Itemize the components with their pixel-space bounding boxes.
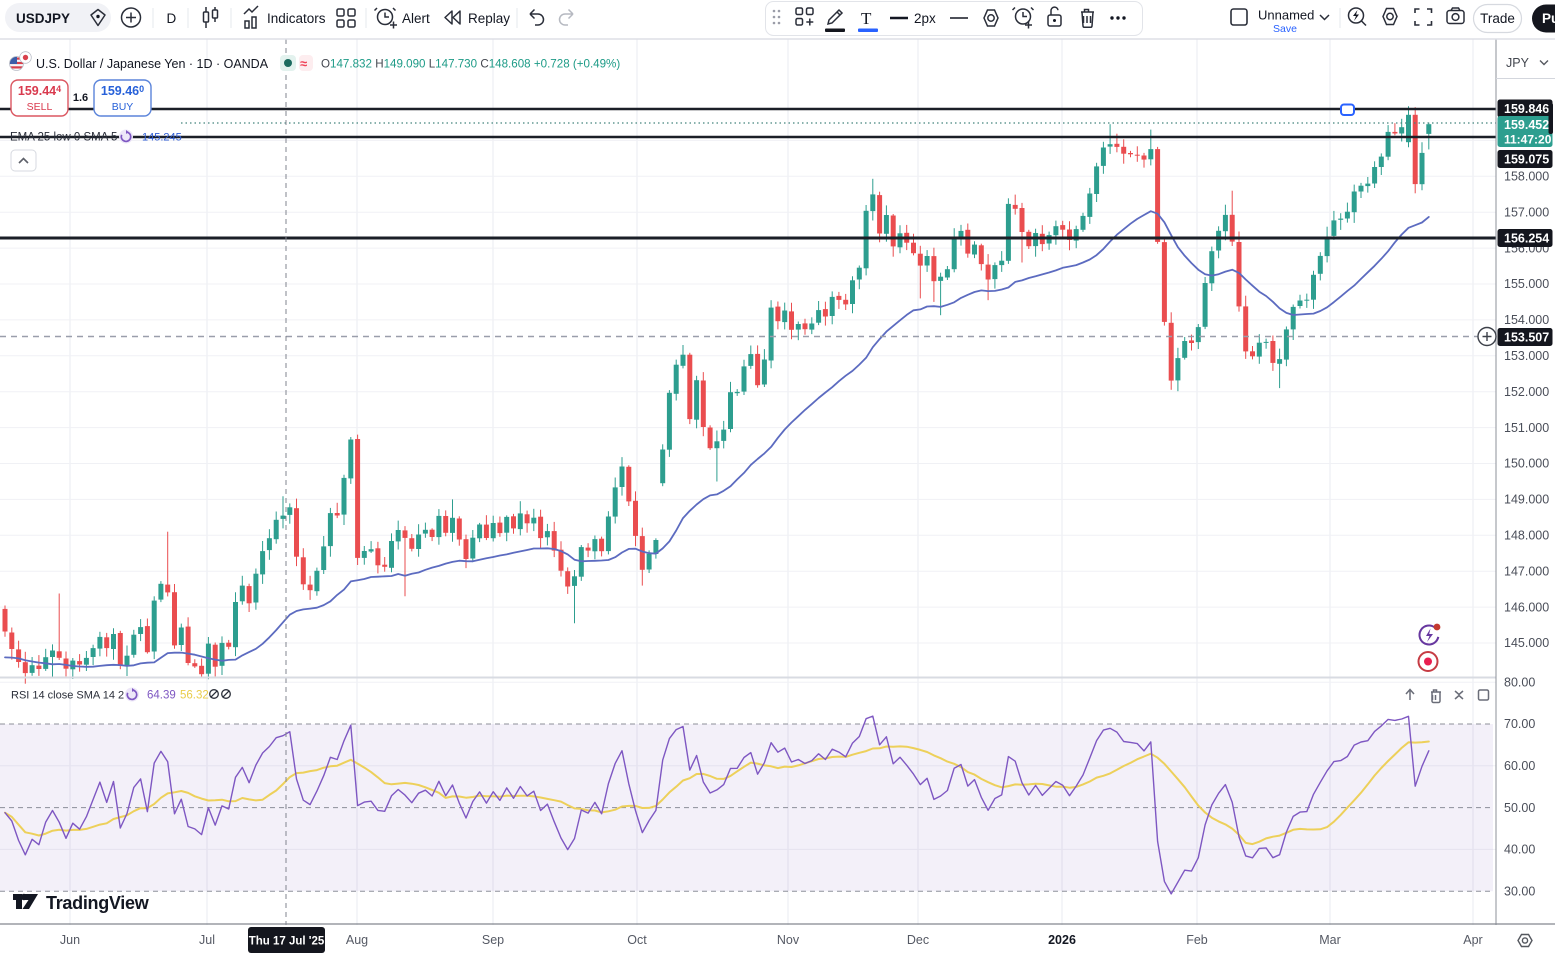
svg-text:1.6: 1.6 [73,92,88,104]
svg-text:158.000: 158.000 [1504,170,1549,184]
svg-text:159.452: 159.452 [1504,118,1549,132]
svg-text:157.000: 157.000 [1504,205,1549,219]
svg-text:Jul: Jul [199,933,215,947]
svg-text:60.00: 60.00 [1504,759,1535,773]
svg-text:150.000: 150.000 [1504,457,1549,471]
svg-text:≈: ≈ [300,56,307,71]
svg-text:Thu 17 Jul '25: Thu 17 Jul '25 [249,936,325,948]
svg-text:153.507: 153.507 [1504,331,1549,345]
svg-text:TradingView: TradingView [46,893,150,913]
svg-text:156.254: 156.254 [1504,232,1549,246]
svg-text:152.000: 152.000 [1504,385,1549,399]
svg-text:EMA 25 low 0 SMA 5: EMA 25 low 0 SMA 5 [10,132,117,144]
svg-text:40.00: 40.00 [1504,843,1535,857]
svg-text:Mar: Mar [1319,933,1341,947]
svg-text:147.000: 147.000 [1504,564,1549,578]
svg-text:155.000: 155.000 [1504,277,1549,291]
svg-text:Pu: Pu [1542,11,1555,26]
svg-text:145.245: 145.245 [142,132,182,144]
svg-text:Jun: Jun [60,933,80,947]
svg-text:SELL: SELL [27,101,53,113]
svg-text:Sep: Sep [482,933,504,947]
svg-text:70.00: 70.00 [1504,717,1535,731]
svg-text:Oct: Oct [627,933,647,947]
svg-text:BUY: BUY [112,101,134,113]
svg-text:11:47:20: 11:47:20 [1504,133,1552,147]
svg-text:Nov: Nov [777,933,800,947]
svg-text:RSI 14 close SMA 14 2: RSI 14 close SMA 14 2 [11,690,124,702]
svg-text:Feb: Feb [1186,933,1208,947]
svg-text:Replay: Replay [468,11,510,26]
svg-text:USDJPY: USDJPY [16,11,70,26]
svg-text:Trade: Trade [1480,11,1515,26]
svg-text:146.000: 146.000 [1504,600,1549,614]
svg-text:D: D [167,11,177,26]
svg-text:159.444: 159.444 [18,84,61,98]
svg-text:Indicators: Indicators [267,11,326,26]
svg-text:JPY: JPY [1506,56,1530,70]
svg-text:159.075: 159.075 [1504,153,1549,167]
svg-text:Alert: Alert [402,11,430,26]
svg-text:56.32: 56.32 [180,690,209,702]
svg-text:154.000: 154.000 [1504,313,1549,327]
svg-text:O147.832 H149.090 L147.730 C14: O147.832 H149.090 L147.730 C148.608 +0.7… [321,58,620,71]
svg-text:30.00: 30.00 [1504,884,1535,898]
svg-text:148.000: 148.000 [1504,529,1549,543]
svg-text:80.00: 80.00 [1504,675,1535,689]
svg-text:50.00: 50.00 [1504,801,1535,815]
svg-text:Unnamed: Unnamed [1258,8,1314,23]
svg-text:Aug: Aug [346,933,368,947]
svg-text:149.000: 149.000 [1504,493,1549,507]
svg-text:2026: 2026 [1048,933,1076,947]
svg-text:2px: 2px [914,11,936,26]
svg-text:U.S. Dollar / Japanese Yen · 1: U.S. Dollar / Japanese Yen · 1D · OANDA [36,57,269,71]
svg-text:T: T [861,9,872,28]
svg-text:Dec: Dec [907,933,929,947]
svg-text:153.000: 153.000 [1504,349,1549,363]
svg-text:159.846: 159.846 [1504,102,1549,116]
svg-text:Apr: Apr [1463,933,1482,947]
svg-text:159.460: 159.460 [101,84,144,98]
svg-text:64.39: 64.39 [147,690,176,702]
svg-text:Save: Save [1273,23,1297,35]
svg-text:151.000: 151.000 [1504,421,1549,435]
svg-text:145.000: 145.000 [1504,636,1549,650]
